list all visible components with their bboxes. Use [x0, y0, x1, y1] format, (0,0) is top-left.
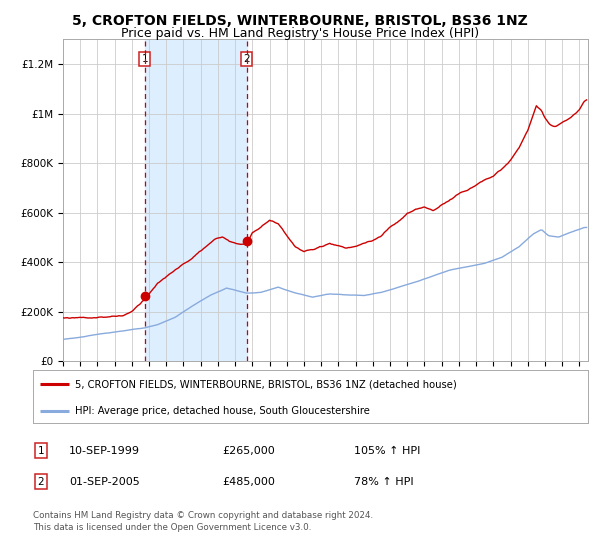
Text: 1: 1 [142, 54, 148, 64]
Text: 2: 2 [37, 477, 44, 487]
Text: £485,000: £485,000 [222, 477, 275, 487]
Text: 105% ↑ HPI: 105% ↑ HPI [354, 446, 421, 456]
Text: 01-SEP-2005: 01-SEP-2005 [69, 477, 140, 487]
Text: Contains HM Land Registry data © Crown copyright and database right 2024.
This d: Contains HM Land Registry data © Crown c… [33, 511, 373, 531]
Text: 78% ↑ HPI: 78% ↑ HPI [354, 477, 413, 487]
Text: Price paid vs. HM Land Registry's House Price Index (HPI): Price paid vs. HM Land Registry's House … [121, 27, 479, 40]
Text: HPI: Average price, detached house, South Gloucestershire: HPI: Average price, detached house, Sout… [74, 406, 370, 416]
Text: 1: 1 [37, 446, 44, 456]
Text: 5, CROFTON FIELDS, WINTERBOURNE, BRISTOL, BS36 1NZ: 5, CROFTON FIELDS, WINTERBOURNE, BRISTOL… [72, 14, 528, 28]
Text: 5, CROFTON FIELDS, WINTERBOURNE, BRISTOL, BS36 1NZ (detached house): 5, CROFTON FIELDS, WINTERBOURNE, BRISTOL… [74, 380, 457, 390]
Text: 2: 2 [244, 54, 250, 64]
Bar [145, 39, 247, 361]
Text: 10-SEP-1999: 10-SEP-1999 [69, 446, 140, 456]
Text: £265,000: £265,000 [222, 446, 275, 456]
